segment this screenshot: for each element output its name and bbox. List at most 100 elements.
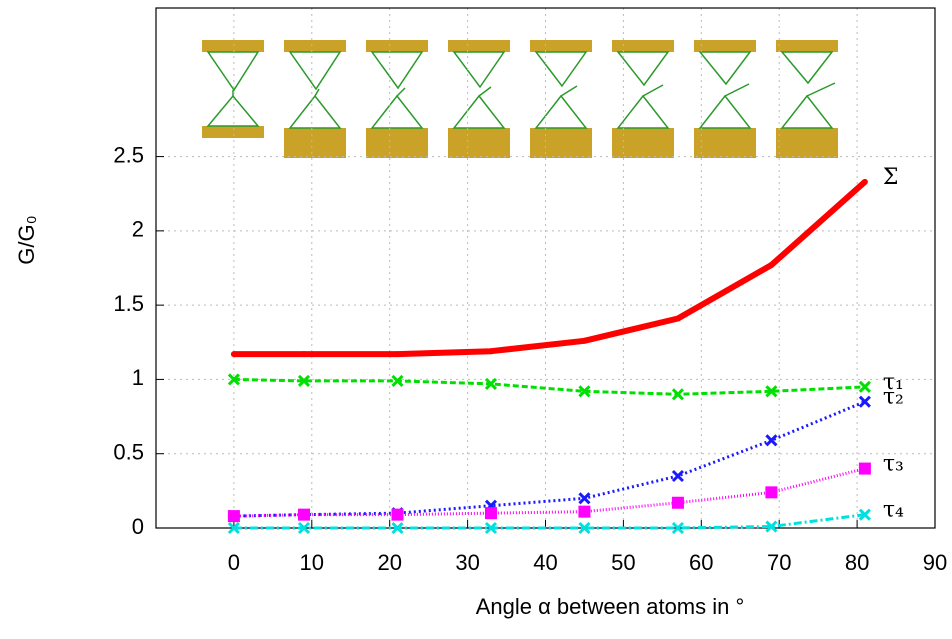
marker [578,505,591,518]
marker [394,351,401,358]
marker [230,351,237,358]
series-line [233,467,866,518]
marker [391,521,404,535]
tip [452,51,506,89]
electrode [776,40,838,52]
marker [858,462,871,475]
marker [298,508,311,521]
series-label: τ₂ [883,385,904,410]
electrode [366,128,428,158]
tip [288,94,342,129]
y-tick-label: 2.5 [113,142,144,167]
tip [370,94,424,129]
electrode [284,128,346,158]
marker [578,521,591,535]
tip [616,94,670,129]
tip [534,51,588,88]
electrode [776,128,838,158]
tip-link [724,83,750,97]
series-label: τ₄ [883,498,904,523]
tip [452,94,506,129]
electrode [202,40,264,52]
marker [484,377,498,390]
marker [227,510,240,523]
tip-link [396,87,406,97]
electrode [202,126,264,138]
electrode [448,128,510,158]
marker [858,380,871,393]
tip [616,51,670,87]
x-tick-label: 90 [923,550,947,575]
marker [301,351,308,358]
marker [578,492,591,505]
tip [780,94,834,129]
tip [370,51,424,90]
series-label: τ₃ [883,452,904,477]
x-tick-label: 50 [611,550,635,575]
tip-link [806,82,836,97]
tip [780,51,834,85]
marker [227,521,240,535]
marker [671,521,684,535]
x-tick-label: 10 [300,550,324,575]
tip-link [560,85,578,97]
x-tick-label: 40 [533,550,557,575]
marker [765,520,778,533]
tip [698,94,752,129]
marker [671,496,684,509]
tip [206,94,260,127]
marker [858,508,871,521]
marker [671,388,684,401]
marker [297,374,311,387]
y-tick-label: 0 [132,514,144,539]
x-tick-label: 70 [767,550,791,575]
marker [861,178,868,185]
series-line [233,377,865,396]
tip [698,51,752,86]
series-label: Σ [883,165,899,190]
marker [391,374,404,387]
junction-images [202,40,838,158]
tip [206,51,260,92]
y-tick-label: 0.5 [113,440,144,465]
marker [671,469,684,483]
x-tick-label: 20 [377,550,401,575]
x-tick-label: 30 [455,550,479,575]
y-tick-label: 2 [132,217,144,242]
marker [227,373,240,386]
marker [674,315,681,322]
y-tick-label: 1 [132,365,144,390]
marker [487,348,494,355]
y-tick-label: 1.5 [113,291,144,316]
tip [534,94,588,129]
electrode [530,40,592,52]
electrode [366,40,428,52]
electrode [284,40,346,52]
marker [484,521,498,535]
electrode [448,40,510,52]
series-line [233,179,867,358]
series-line [233,513,866,530]
marker [297,521,311,535]
marker [768,262,775,269]
marker [484,507,497,520]
x-axis-label: Angle α between atoms in ° [476,594,745,619]
tip [288,51,342,91]
marker [765,385,778,398]
marker [578,385,591,398]
electrode [612,40,674,52]
electrode [694,128,756,158]
series-line [233,400,866,518]
x-tick-label: 0 [228,550,240,575]
tip-link [478,86,492,97]
marker [765,434,778,447]
electrode [530,128,592,158]
electrode [694,40,756,52]
marker [581,337,588,344]
series-label: τ₁ [883,370,904,395]
marker [765,486,778,499]
x-tick-label: 60 [689,550,713,575]
tip-link [314,88,320,97]
tip-link [642,84,664,97]
